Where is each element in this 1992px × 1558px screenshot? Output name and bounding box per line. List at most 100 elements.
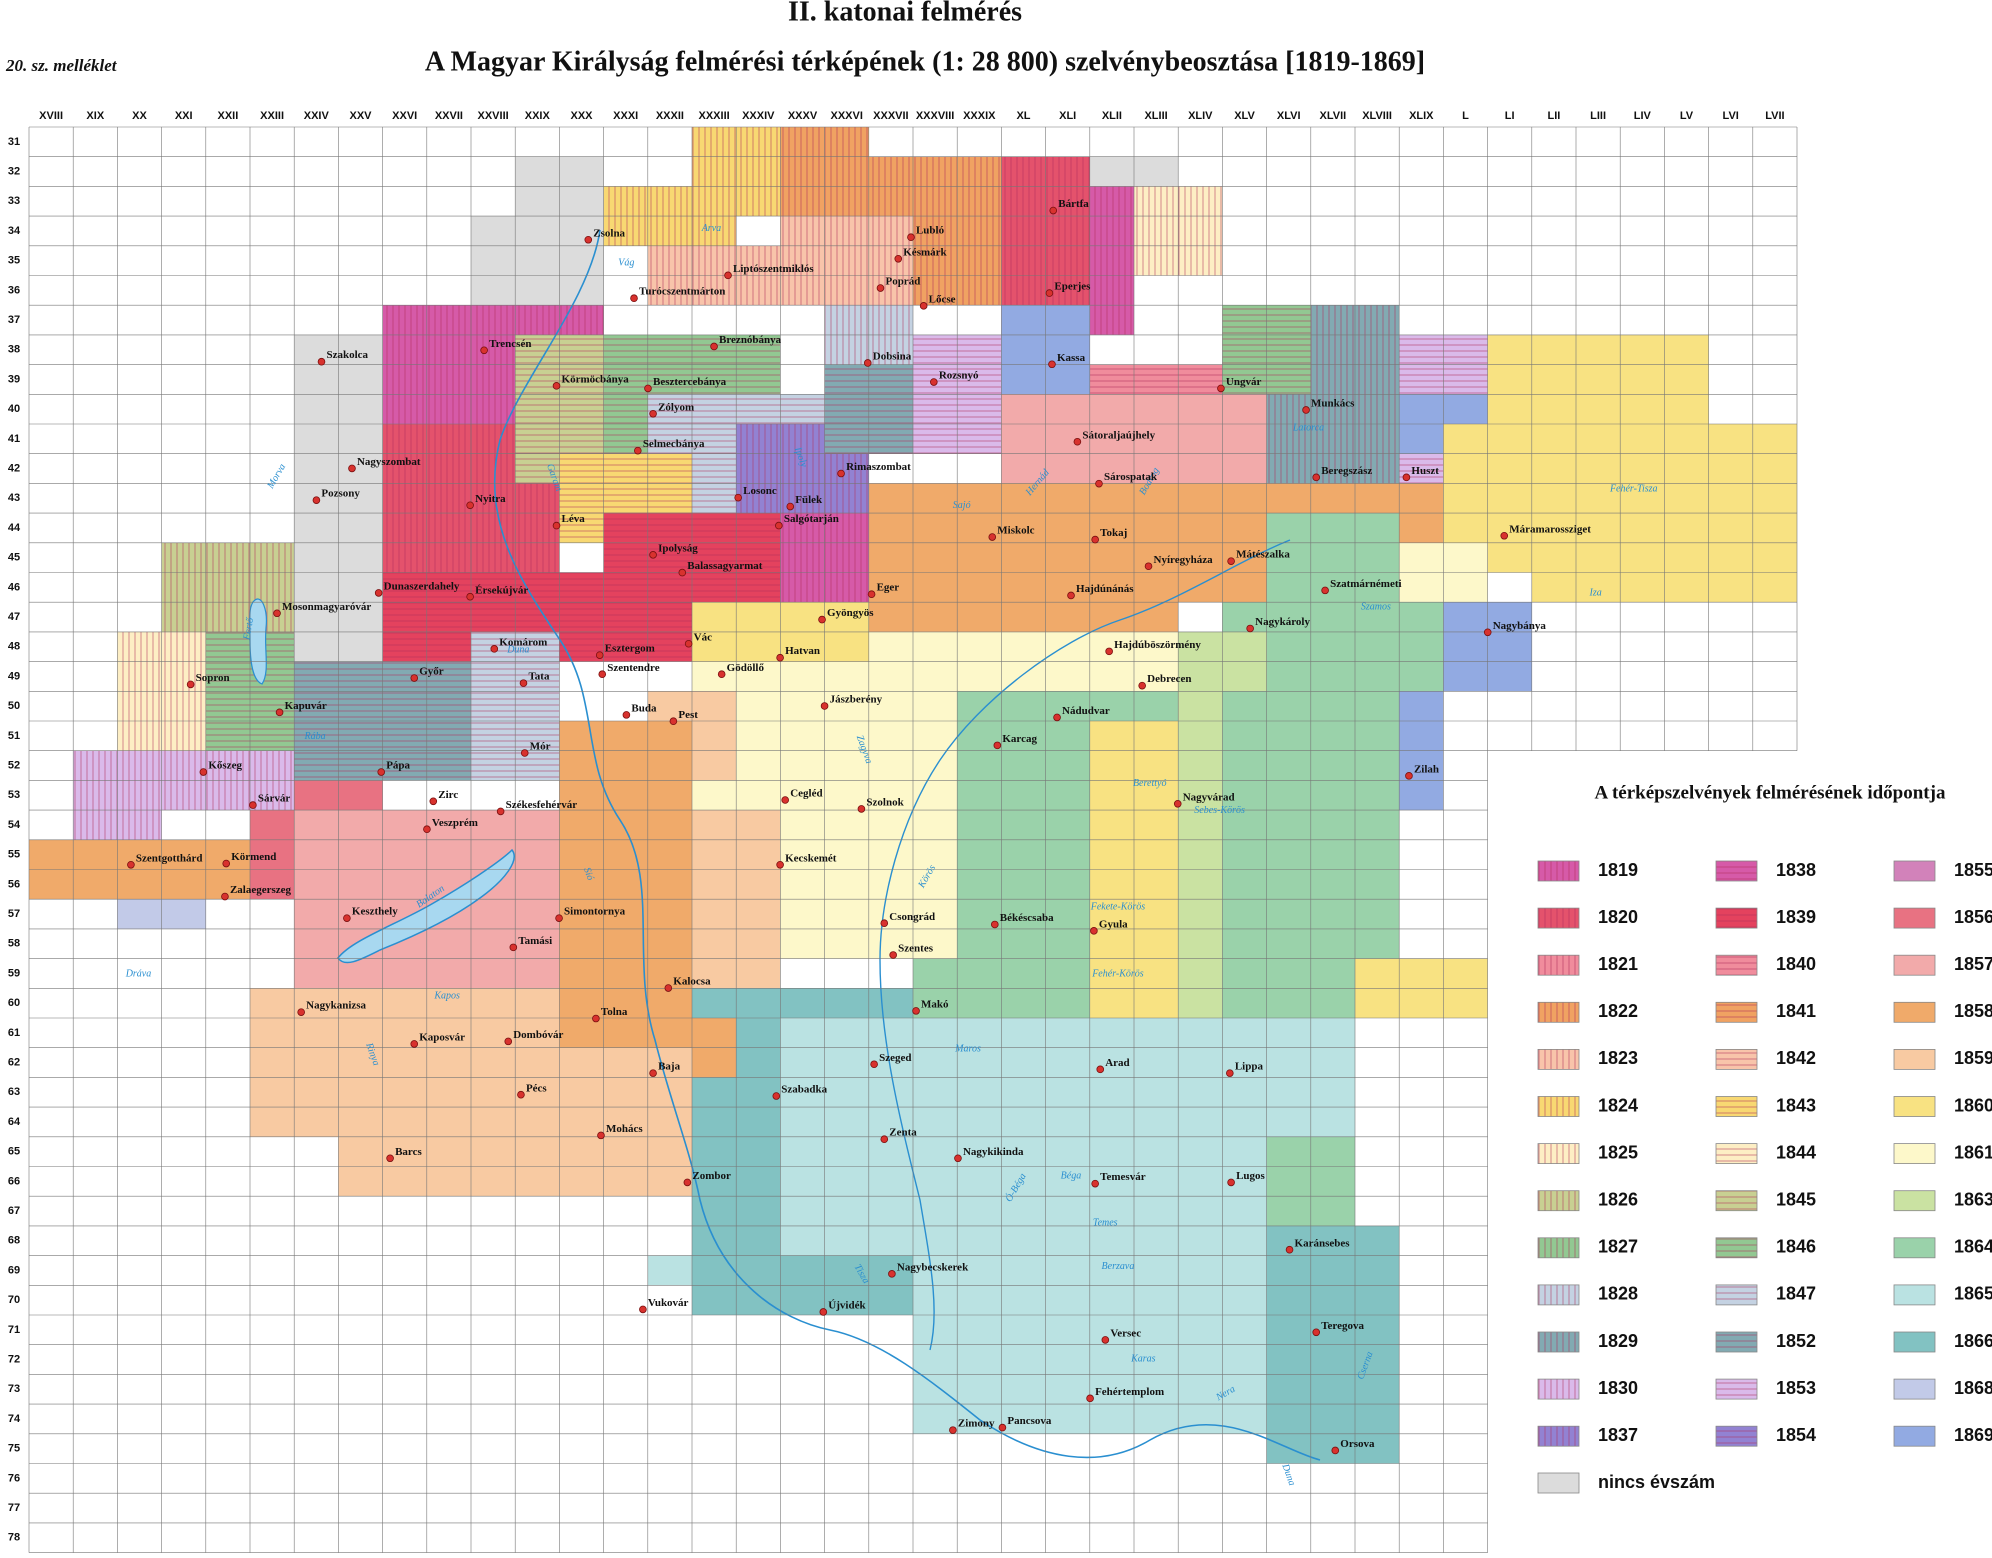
legend-label: 1868 (1954, 1378, 1992, 1398)
column-label: XLIV (1188, 110, 1213, 122)
city-label: Pécs (526, 1082, 547, 1094)
row-label: 51 (8, 730, 20, 742)
legend-swatch (1537, 1049, 1580, 1070)
city-label: Hajdúnánás (1076, 583, 1134, 595)
city-label: Nyíregyháza (1154, 554, 1214, 566)
city-dot (480, 346, 488, 355)
row-label: 55 (8, 849, 20, 861)
city-dot (509, 943, 518, 952)
legend-label: 1822 (1598, 1001, 1638, 1021)
city-label: Csongrád (889, 911, 935, 923)
city-dot (684, 639, 693, 648)
title: II. katonai felmérés (788, 0, 1022, 27)
river-label: Sebes-Körös (1194, 805, 1245, 816)
legend-swatch (1715, 954, 1758, 976)
row-label: 70 (8, 1294, 20, 1306)
city-label: Balassagyarmat (687, 560, 763, 572)
city-dot (1302, 406, 1310, 414)
city-label: Makó (921, 998, 949, 1010)
city-label: Körmend (231, 851, 276, 863)
legend-swatch (1537, 860, 1580, 882)
survey-area (471, 216, 604, 306)
city-dot (552, 521, 561, 530)
column-label: XXXI (613, 110, 638, 122)
city-dot (1226, 1069, 1234, 1077)
city-label: Mátészalka (1236, 549, 1290, 561)
city-dot (644, 384, 652, 393)
column-label: LIV (1634, 110, 1652, 122)
city-label: Késmárk (903, 246, 947, 258)
legend-swatch (1893, 907, 1936, 929)
city-label: Losonc (743, 485, 777, 497)
city-label: Körmöcbánya (562, 373, 630, 385)
city-label: Nagykikinda (963, 1146, 1024, 1158)
city-dot (717, 670, 726, 679)
row-label: 52 (8, 759, 20, 771)
city-label: Arad (1105, 1057, 1129, 1069)
column-label: XXVII (435, 110, 463, 122)
city-dot (1048, 360, 1056, 369)
city-dot (1105, 647, 1113, 656)
city-label: Győr (419, 666, 444, 678)
column-label: XLVI (1277, 110, 1301, 122)
row-label: 48 (8, 641, 20, 653)
city-dot (519, 679, 528, 687)
city-label: Jászberény (830, 694, 883, 706)
city-dot (1101, 1336, 1110, 1344)
city-dot (622, 711, 631, 719)
legend-swatch (1537, 907, 1580, 929)
legend-label: 1843 (1776, 1095, 1816, 1115)
city-dot (199, 768, 208, 776)
legend-label: 1828 (1598, 1284, 1638, 1304)
city-dot (710, 342, 718, 351)
city-dot (1227, 557, 1235, 565)
legend-swatch (1715, 1190, 1758, 1212)
river-label: Fehér-Tisza (1609, 483, 1658, 494)
row-label: 43 (8, 492, 20, 504)
legend-swatch (1715, 907, 1758, 929)
legend-label: 1821 (1598, 954, 1638, 974)
city-dot (678, 568, 687, 577)
column-label: XXIV (304, 110, 330, 122)
city-dot (1138, 681, 1146, 690)
city-label: Esztergom (605, 643, 655, 655)
city-dot (496, 807, 505, 816)
legend: 1819 1820 1821 1822 1823 1824 1825 1826 1827 1828… (1537, 860, 1992, 1494)
city-label: Munkács (1311, 398, 1355, 410)
city-label: Kaposvár (419, 1031, 465, 1043)
city-label: Pápa (386, 760, 410, 772)
row-label: 61 (8, 1027, 20, 1039)
river-label: Fekete-Körös (1090, 901, 1146, 912)
legend-label: 1840 (1776, 954, 1816, 974)
city-label: Besztercebánya (653, 376, 727, 388)
row-label: 42 (8, 462, 20, 474)
city-dot (954, 1154, 962, 1163)
city-label: Kőszeg (208, 760, 242, 772)
legend-swatch (1537, 1190, 1580, 1212)
row-label: 77 (8, 1502, 20, 1514)
city-dot (520, 749, 529, 757)
city-label: Veszprém (432, 817, 478, 829)
legend-label: 1864 (1954, 1237, 1992, 1257)
legend-label: 1863 (1954, 1189, 1992, 1209)
legend-label: 1839 (1776, 907, 1816, 927)
legend-swatch (1893, 1331, 1936, 1353)
column-label: XXII (218, 110, 239, 122)
city-dot (1045, 289, 1054, 297)
legend-swatch (1715, 1331, 1758, 1353)
river-label: Duna (506, 645, 529, 656)
city-label: Hajdúböszörmény (1114, 639, 1201, 651)
city-dot (819, 1308, 828, 1316)
city-dot (649, 551, 657, 559)
city-dot (1144, 562, 1153, 571)
city-dot (776, 653, 784, 662)
city-dot (598, 670, 607, 679)
legend-label: 1829 (1598, 1331, 1638, 1351)
city-label: Kapuvár (285, 700, 327, 712)
row-label: 74 (8, 1413, 21, 1425)
sheet-grid (28, 126, 1798, 1553)
city-label: Buda (631, 702, 657, 714)
legend-label: 1865 (1954, 1284, 1992, 1304)
city-dot (894, 255, 903, 263)
legend-label: 1853 (1776, 1378, 1816, 1398)
